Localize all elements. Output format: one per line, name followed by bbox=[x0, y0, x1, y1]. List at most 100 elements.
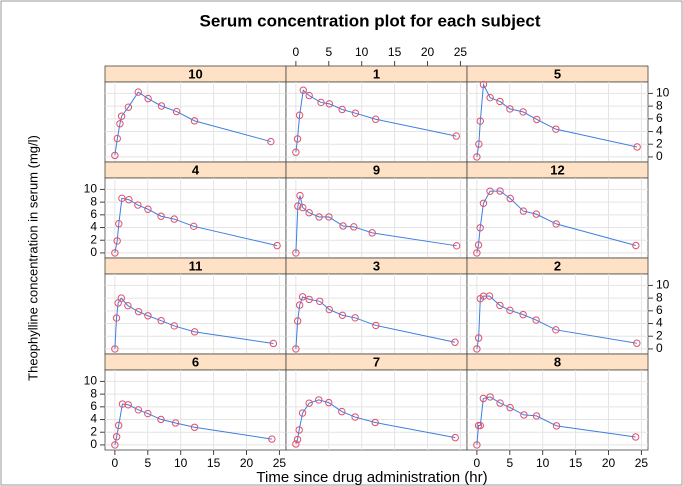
data-point bbox=[157, 316, 165, 325]
data-point bbox=[190, 423, 199, 431]
data-point bbox=[486, 393, 494, 401]
data-point bbox=[506, 194, 514, 203]
data-line bbox=[295, 296, 456, 349]
data-point bbox=[305, 399, 313, 407]
x-tick-label: 20 bbox=[240, 456, 254, 470]
data-point bbox=[351, 413, 359, 421]
panel bbox=[104, 369, 287, 451]
y-tick-label: 8 bbox=[90, 386, 97, 400]
data-line bbox=[114, 197, 278, 254]
strip-label: 11 bbox=[189, 258, 203, 273]
panel bbox=[285, 369, 468, 451]
panel bbox=[104, 273, 287, 355]
data-point bbox=[112, 433, 121, 441]
data-point bbox=[371, 115, 380, 123]
data-point bbox=[293, 435, 302, 444]
y-tick-label: 0 bbox=[656, 149, 663, 163]
data-point bbox=[485, 292, 494, 300]
x-tick-label: 10 bbox=[536, 456, 550, 470]
data-point bbox=[299, 86, 307, 94]
data-point bbox=[292, 249, 300, 257]
data-point bbox=[496, 399, 504, 407]
x-tick-label: 0 bbox=[474, 456, 481, 470]
data-point bbox=[451, 338, 459, 346]
y-tick-label: 4 bbox=[656, 124, 663, 138]
data-point bbox=[157, 415, 165, 424]
y-tick-label: 2 bbox=[656, 328, 663, 342]
data-point bbox=[474, 334, 483, 342]
data-point bbox=[473, 153, 481, 161]
data-point bbox=[118, 400, 127, 408]
data-point bbox=[532, 412, 541, 420]
data-point bbox=[114, 421, 123, 430]
x-tick-label: 5 bbox=[144, 456, 151, 470]
x-tick-label: 25 bbox=[635, 456, 649, 470]
x-tick-label: 0 bbox=[112, 456, 119, 470]
data-line bbox=[114, 297, 274, 349]
data-point bbox=[486, 187, 494, 195]
data-point bbox=[532, 210, 541, 218]
data-line bbox=[476, 396, 636, 445]
data-point bbox=[506, 105, 514, 113]
data-point bbox=[552, 220, 560, 228]
strip-label: 2 bbox=[554, 258, 561, 273]
y-tick-label: 0 bbox=[90, 437, 97, 451]
data-point bbox=[351, 109, 360, 117]
panel bbox=[466, 177, 649, 259]
data-point bbox=[294, 202, 302, 210]
x-tick-label: 15 bbox=[388, 45, 402, 59]
data-point bbox=[519, 108, 527, 116]
y-tick-label: 4 bbox=[90, 412, 97, 426]
panel bbox=[104, 177, 287, 259]
data-point bbox=[338, 105, 346, 114]
panel bbox=[104, 81, 287, 163]
data-point bbox=[325, 100, 334, 108]
y-tick-label: 6 bbox=[90, 207, 97, 221]
data-point bbox=[125, 196, 133, 204]
data-point bbox=[111, 249, 119, 257]
data-point bbox=[144, 409, 152, 418]
x-tick-label: 5 bbox=[325, 45, 332, 59]
y-tick-label: 10 bbox=[84, 182, 98, 196]
data-line bbox=[476, 295, 637, 350]
data-point bbox=[533, 115, 541, 124]
data-point bbox=[473, 249, 481, 257]
data-point bbox=[115, 220, 123, 228]
data-point bbox=[157, 212, 165, 220]
strip-label: 4 bbox=[192, 162, 200, 177]
data-point bbox=[476, 117, 484, 125]
data-point bbox=[144, 205, 152, 213]
data-point bbox=[111, 151, 119, 160]
y-axis-label: Theophylline concentration in serum (mg/… bbox=[25, 135, 40, 381]
data-point bbox=[506, 306, 514, 315]
data-point bbox=[298, 409, 307, 417]
data-point bbox=[317, 98, 325, 107]
y-tick-label: 8 bbox=[656, 290, 663, 304]
data-point bbox=[350, 223, 358, 231]
data-point bbox=[124, 401, 132, 409]
data-point bbox=[190, 117, 199, 125]
data-point bbox=[292, 440, 300, 448]
data-point bbox=[117, 294, 126, 302]
y-tick-label: 6 bbox=[90, 399, 97, 413]
data-point bbox=[111, 345, 119, 353]
data-point bbox=[552, 422, 561, 430]
data-point bbox=[124, 301, 132, 310]
y-tick-label: 2 bbox=[656, 136, 663, 150]
strip-label: 10 bbox=[188, 66, 202, 81]
data-point bbox=[118, 194, 126, 203]
data-point bbox=[298, 293, 307, 301]
data-point bbox=[631, 433, 640, 441]
data-point bbox=[111, 441, 119, 449]
data-point bbox=[351, 314, 359, 322]
data-point bbox=[113, 237, 121, 245]
data-point bbox=[144, 312, 152, 320]
data-point bbox=[293, 317, 302, 325]
data-point bbox=[134, 88, 142, 96]
y-tick-label: 2 bbox=[90, 232, 97, 246]
data-point bbox=[552, 326, 560, 334]
x-tick-label: 5 bbox=[506, 456, 513, 470]
data-point bbox=[267, 137, 275, 146]
x-tick-label: 15 bbox=[207, 456, 221, 470]
